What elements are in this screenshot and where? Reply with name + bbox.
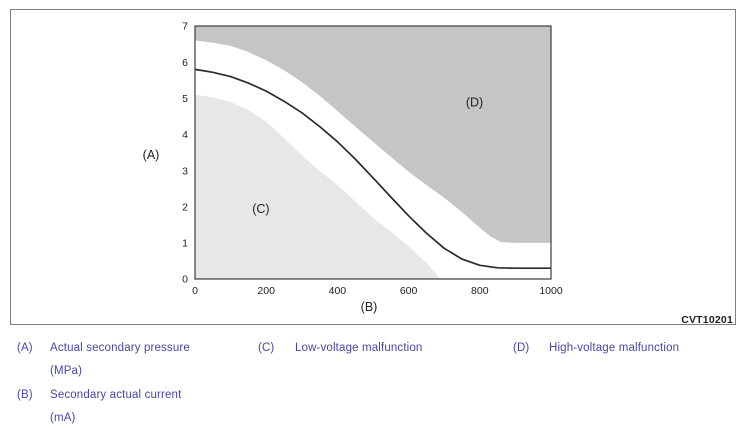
legend-item-low-voltage-malfunction: (C) Low-voltage malfunction: [258, 337, 422, 360]
high-voltage-malfunction-region-area: [195, 26, 551, 243]
figure-code: CVT10201: [681, 314, 733, 324]
high-voltage-malfunction-region-label: (D): [466, 95, 483, 109]
legend-text-line: (MPa): [50, 365, 83, 377]
legend-text-line: (mA): [50, 412, 76, 424]
legend-text-line: High-voltage malfunction: [549, 342, 680, 354]
plot-border: [194, 25, 552, 280]
y-tick-label: 3: [182, 165, 188, 177]
y-tick-label: 7: [182, 21, 188, 33]
y-tick-label: 6: [182, 57, 188, 69]
legend-item-high-voltage-malfunction: (D) High-voltage malfunction: [513, 337, 679, 360]
legend-marker-A: (A): [17, 342, 33, 354]
legend-marker-C: (C): [258, 342, 275, 354]
secondary-pressure-curve: [194, 68, 551, 270]
y-tick-label: 2: [182, 201, 188, 213]
legend-text-line: Actual secondary pressure: [50, 342, 190, 354]
y-tick-label: 1: [182, 238, 188, 250]
legend-text-line: Low-voltage malfunction: [295, 342, 423, 354]
x-tick-label: 0: [192, 285, 198, 297]
pressure-current-chart: (C) (D) 0 200 400 600 800 1000 0 1 2 3 4 5 6 7 (A) (B) CVT…: [143, 21, 733, 326]
legend-marker-B: (B): [17, 389, 33, 401]
x-axis-label: (B): [361, 300, 378, 314]
legend-marker-D: (D): [513, 342, 530, 354]
y-tick-label: 5: [182, 93, 188, 105]
y-tick-label: 4: [182, 129, 188, 141]
legend-item-actual-secondary-pressure: (A) Actual secondary pressure (MPa): [17, 337, 190, 383]
x-tick-label: 200: [257, 285, 275, 297]
legend-text-line: Secondary actual current: [50, 389, 182, 401]
x-tick-label: 800: [471, 285, 489, 297]
x-tick-label: 400: [329, 285, 347, 297]
x-tick-label: 1000: [539, 285, 563, 297]
x-tick-label: 600: [400, 285, 418, 297]
legend-item-secondary-actual-current: (B) Secondary actual current (mA): [17, 384, 181, 430]
y-axis-label: (A): [143, 148, 160, 162]
figure-box: (C) (D) 0 200 400 600 800 1000 0 1 2 3 4 5 6 7 (A) (B) CVT…: [10, 9, 736, 326]
low-voltage-malfunction-region-area: [195, 94, 441, 279]
y-tick-label: 0: [182, 274, 188, 286]
low-voltage-malfunction-region-label: (C): [252, 202, 269, 216]
